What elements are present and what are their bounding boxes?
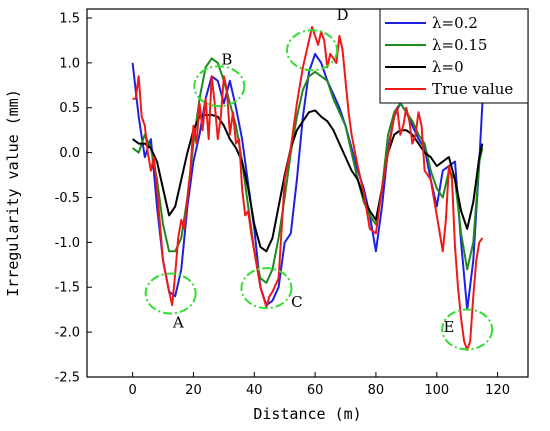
y-tick-label: 0.0 xyxy=(59,146,80,161)
y-tick-label: 0.5 xyxy=(59,101,80,116)
y-tick-label: -1.0 xyxy=(55,236,80,251)
y-axis-title: Irregularity value (mm) xyxy=(4,89,22,297)
axis-ticks: 0 20 40 60 80 100 120 -2.5 -2.0 -1.5 -1.0 -0.5 0.0 0.… xyxy=(55,11,510,398)
point-annotations: A B C D E xyxy=(172,6,455,336)
legend-label: True value xyxy=(432,80,513,98)
x-tick-label: 80 xyxy=(368,383,385,398)
highlight-ellipse xyxy=(144,272,197,315)
x-tick-label: 60 xyxy=(307,383,324,398)
y-tick-label: 1.5 xyxy=(59,11,80,26)
annotation-label: C xyxy=(291,293,302,311)
annotation-label: A xyxy=(172,314,184,332)
x-tick-label: 120 xyxy=(485,383,510,398)
legend-label: λ=0.15 xyxy=(432,36,487,54)
x-tick-label: 0 xyxy=(128,383,136,398)
series-line-0--0-2 xyxy=(131,52,484,311)
x-axis-title: Distance (m) xyxy=(253,405,361,423)
series-lines xyxy=(131,26,484,352)
annotation-label: D xyxy=(336,6,348,24)
legend-label: λ=0 xyxy=(432,58,464,76)
y-tick-label: -1.5 xyxy=(55,281,80,296)
legend-label: λ=0.2 xyxy=(432,14,478,32)
highlight-ellipses xyxy=(144,29,494,351)
highlight-ellipse xyxy=(286,29,339,72)
plot-frame xyxy=(86,8,529,378)
y-tick-label: -2.0 xyxy=(55,326,80,341)
x-tick-label: 40 xyxy=(246,383,263,398)
series-line-2--0 xyxy=(132,109,484,253)
annotation-label: B xyxy=(221,51,232,69)
highlight-ellipse xyxy=(240,267,293,310)
plot-area xyxy=(86,8,529,378)
legend: λ=0.2 λ=0.15 λ=0 True value xyxy=(379,8,529,104)
legend-box xyxy=(379,8,529,104)
highlight-ellipse xyxy=(193,65,246,108)
x-tick-label: 20 xyxy=(185,383,202,398)
annotation-label: E xyxy=(443,318,454,336)
y-tick-label: -0.5 xyxy=(55,191,80,206)
y-tick-label: 1.0 xyxy=(59,56,80,71)
x-tick-label: 100 xyxy=(424,383,449,398)
y-tick-label: -2.5 xyxy=(55,371,80,386)
series-line-3-true-value xyxy=(132,26,484,352)
highlight-ellipse xyxy=(441,308,494,351)
